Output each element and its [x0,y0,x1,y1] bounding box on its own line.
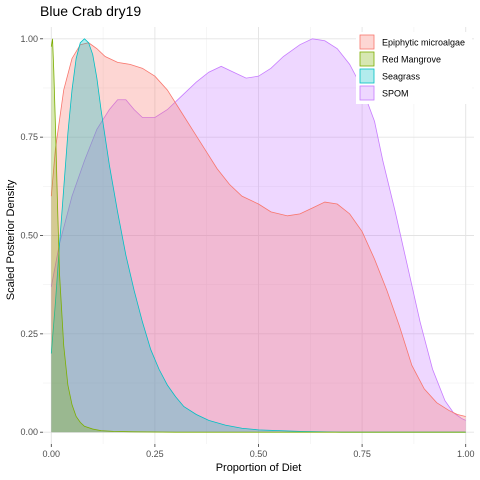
area-seagrass [51,38,466,433]
y-tick-label: 1.00 [20,34,38,44]
legend-key-epiphytic-microalgae [359,34,375,50]
line-red-mangrove [50,38,466,433]
y-tick-label: 0.00 [20,427,38,437]
density-areas [50,38,466,433]
legend-key-spom [359,85,375,101]
y-tick-label: 0.25 [20,329,38,339]
legend-background [356,32,472,104]
y-axis-title: Scaled Posterior Density [5,179,17,300]
legend-label-epiphytic-microalgae: Epiphytic microalgae [382,38,465,48]
line-spom [50,38,466,421]
area-epiphytic-microalgae [51,42,466,433]
line-epiphytic-microalgae [50,42,466,417]
x-tick-label: 1.00 [457,449,475,459]
chart-title: Blue Crab dry19 [40,3,141,19]
area-spom [51,38,466,433]
legend-key-red-mangrove [359,51,375,67]
x-tick-label: 0.50 [250,449,268,459]
legend-label-red-mangrove: Red Mangrove [382,55,441,65]
x-tick-label: 0.75 [353,449,371,459]
y-tick-label: 0.75 [20,132,38,142]
legend: Epiphytic microalgae Red Mangrove Seagrass… [356,32,472,104]
y-tick-label: 0.50 [20,231,38,241]
axes: 0.00 0.25 0.50 0.75 1.00 0.00 0.25 0.50 0.75 1.00 [20,34,474,459]
legend-label-seagrass: Seagrass [382,72,421,82]
line-seagrass [50,38,466,433]
legend-key-seagrass [359,68,375,84]
x-tick-label: 0.00 [43,449,61,459]
x-axis-title: Proportion of Diet [216,462,302,474]
legend-label-spom: SPOM [382,89,409,99]
x-tick-label: 0.25 [146,449,164,459]
